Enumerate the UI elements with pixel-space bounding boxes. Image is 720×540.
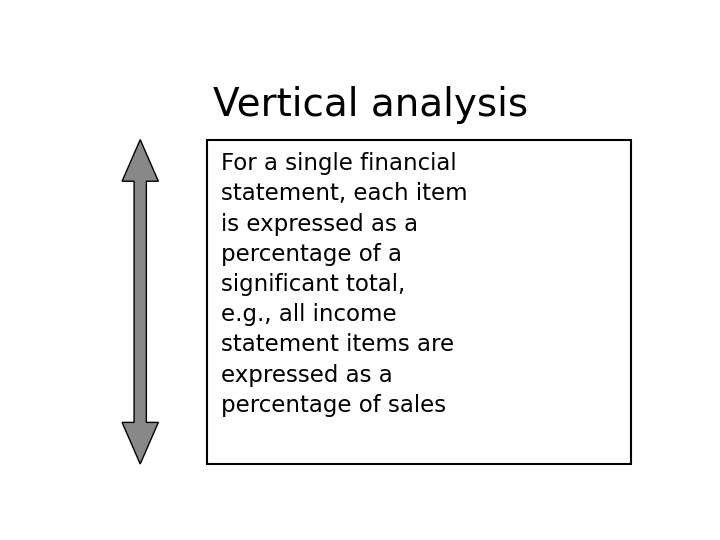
Polygon shape [122,140,158,464]
Bar [207,140,631,464]
Text: For a single financial
statement, each item
is expressed as a
percentage of a
si: For a single financial statement, each i… [221,152,468,417]
Text: Vertical analysis: Vertical analysis [213,85,528,124]
